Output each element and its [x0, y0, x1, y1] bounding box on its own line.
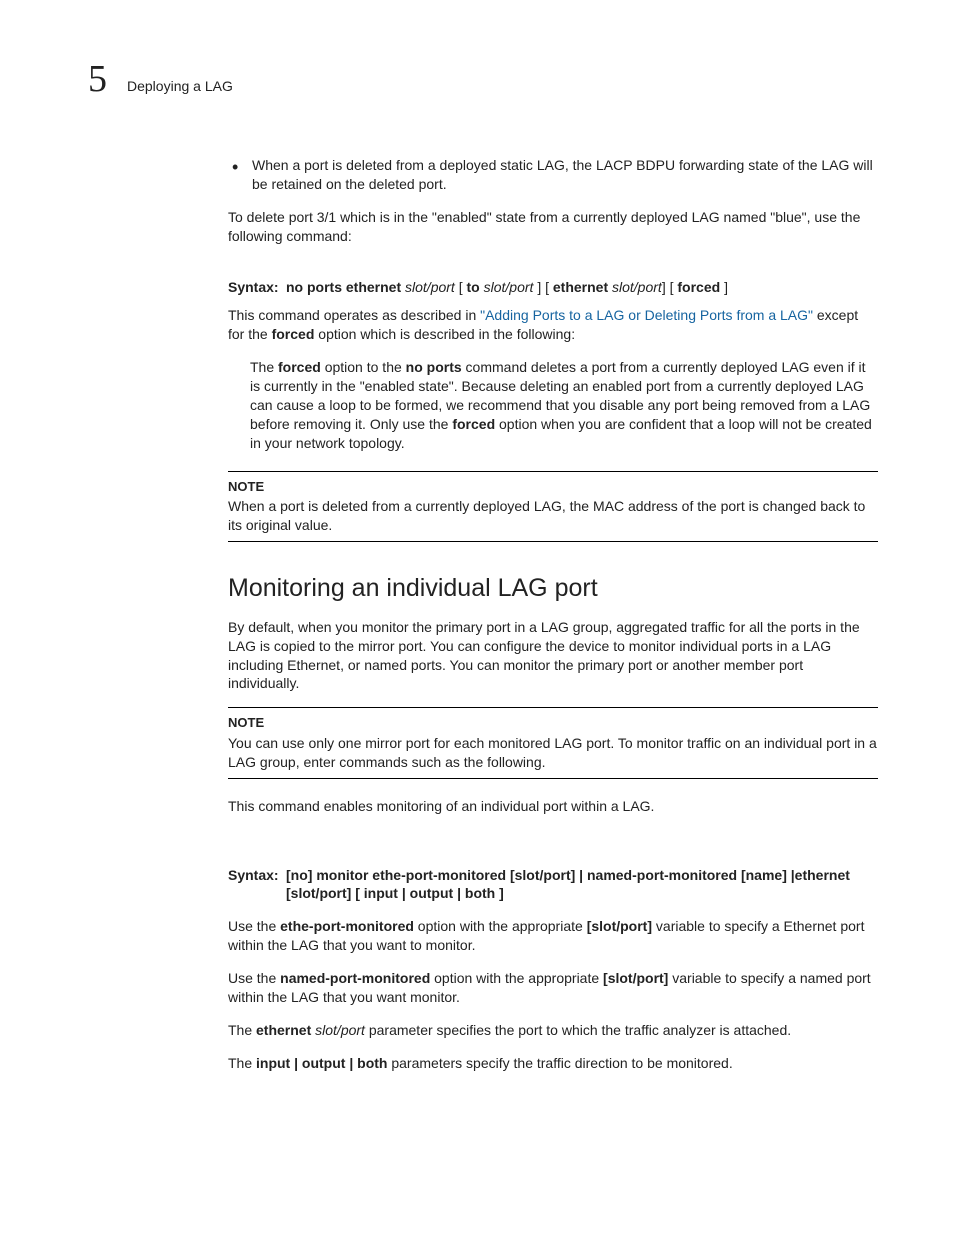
paragraph: The ethernet slot/port parameter specifi…	[228, 1021, 878, 1040]
text: named-port-monitored	[280, 970, 430, 986]
text: [slot/port]	[603, 970, 668, 986]
note-body: When a port is deleted from a currently …	[228, 497, 878, 535]
text: option with the appropriate	[414, 918, 587, 934]
text: [slot/port]	[587, 918, 652, 934]
text: forced	[452, 416, 495, 432]
paragraph: Use the named-port-monitored option with…	[228, 969, 878, 1007]
page: 5 Deploying a LAG When a port is deleted…	[0, 0, 954, 1235]
text: The	[228, 1055, 256, 1071]
text: slot/port	[315, 1022, 365, 1038]
syntax-text: slot/port	[405, 279, 455, 295]
indented-paragraph: The forced option to the no ports comman…	[250, 358, 878, 452]
syntax-label: Syntax:	[228, 278, 279, 297]
syntax-text: ethernet	[553, 279, 612, 295]
note-title: NOTE	[228, 478, 878, 496]
syntax-label: Syntax:	[228, 866, 279, 885]
paragraph: This command enables monitoring of an in…	[228, 797, 878, 816]
syntax-block: Syntax: no ports ethernet slot/port [ to…	[228, 278, 878, 297]
text: The	[228, 1022, 256, 1038]
content-body: When a port is deleted from a deployed s…	[228, 156, 878, 1073]
text: option with the appropriate	[430, 970, 603, 986]
text: parameters specify the traffic direction…	[387, 1055, 732, 1071]
syntax-text: ] [	[537, 279, 553, 295]
text: forced	[272, 326, 315, 342]
section-heading: Monitoring an individual LAG port	[228, 572, 878, 606]
text: parameter specifies the port to which th…	[365, 1022, 791, 1038]
syntax-block: Syntax: [no] monitor ethe-port-monitored…	[228, 866, 878, 904]
paragraph: Use the ethe-port-monitored option with …	[228, 917, 878, 955]
text: ethernet	[256, 1022, 315, 1038]
syntax-text: no ports ethernet	[286, 279, 405, 295]
text: The	[250, 359, 278, 375]
note-block: NOTE When a port is deleted from a curre…	[228, 471, 878, 542]
chapter-number: 5	[88, 60, 107, 98]
text: forced	[278, 359, 321, 375]
note-body: You can use only one mirror port for eac…	[228, 734, 878, 772]
syntax-text: to	[467, 279, 484, 295]
text: option which is described in the followi…	[314, 326, 575, 342]
text: no ports	[406, 359, 462, 375]
page-title: Deploying a LAG	[127, 78, 233, 94]
list-item: When a port is deleted from a deployed s…	[228, 156, 878, 194]
crossref-link[interactable]: "Adding Ports to a LAG or Deleting Ports…	[480, 307, 813, 323]
syntax-text: forced	[677, 279, 724, 295]
syntax-text: ]	[724, 279, 728, 295]
paragraph: This command operates as described in "A…	[228, 306, 878, 344]
paragraph: By default, when you monitor the primary…	[228, 618, 878, 694]
text: option to the	[321, 359, 406, 375]
paragraph: To delete port 3/1 which is in the "enab…	[228, 208, 878, 246]
syntax-text: [	[455, 279, 467, 295]
syntax-text: slot/port	[484, 279, 538, 295]
note-block: NOTE You can use only one mirror port fo…	[228, 707, 878, 778]
text: input | output | both	[256, 1055, 387, 1071]
bullet-list: When a port is deleted from a deployed s…	[228, 156, 878, 194]
text: Use the	[228, 918, 280, 934]
text: ethe-port-monitored	[280, 918, 414, 934]
syntax-text: slot/port	[612, 279, 662, 295]
paragraph: The input | output | both parameters spe…	[228, 1054, 878, 1073]
note-title: NOTE	[228, 714, 878, 732]
syntax-text: ] [	[662, 279, 678, 295]
syntax-text: [no] monitor ethe-port-monitored [slot/p…	[286, 867, 850, 902]
text: Use the	[228, 970, 280, 986]
text: This command operates as described in	[228, 307, 480, 323]
page-header: 5 Deploying a LAG	[88, 60, 882, 98]
